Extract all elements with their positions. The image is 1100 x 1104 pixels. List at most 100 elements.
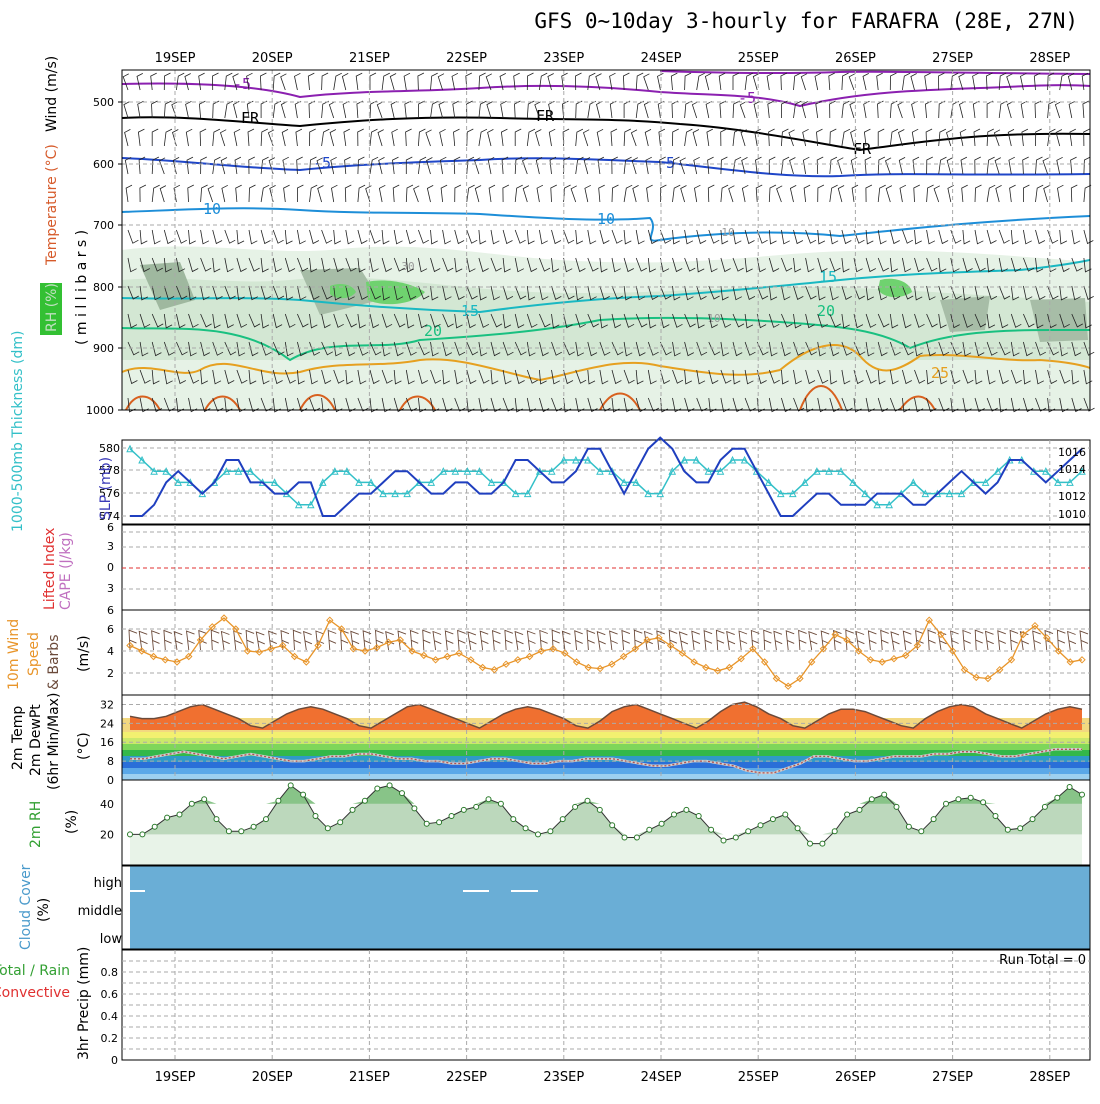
thickness-marker <box>499 478 508 486</box>
rh2m-marker <box>720 837 727 844</box>
upper-barb <box>599 229 610 245</box>
upper-barb <box>986 128 994 147</box>
wind10-marker <box>584 663 593 672</box>
upper-barb <box>1047 257 1057 273</box>
upper-barb <box>490 257 502 272</box>
upper-barb <box>570 185 577 203</box>
rh2m-marker <box>559 816 566 823</box>
upper-barb <box>926 285 936 301</box>
upper-barb <box>837 185 845 203</box>
thickness-marker <box>306 500 315 509</box>
upper-barb <box>357 285 368 300</box>
wind10-barb <box>1056 629 1066 651</box>
thickness-marker <box>740 455 749 464</box>
upper-barb <box>122 73 129 91</box>
upper-barb <box>1035 229 1046 245</box>
upper-barb <box>212 100 220 119</box>
upper-barb <box>418 128 426 147</box>
wind10-tick: 4 <box>107 645 114 658</box>
date-label: 25SEP <box>738 1070 779 1085</box>
wind10-barb <box>303 630 313 651</box>
upper-barb <box>817 285 826 301</box>
upper-barb <box>1023 229 1032 245</box>
upper-barb <box>442 341 452 357</box>
upper-barb <box>889 128 899 147</box>
wind10-barb <box>832 629 842 651</box>
upper-barb <box>805 229 817 244</box>
date-label: 22SEP <box>446 1070 487 1085</box>
rh2m-marker <box>225 828 232 835</box>
upper-barb <box>841 285 852 300</box>
date-label: 27SEP <box>932 51 973 66</box>
upper-barb <box>850 156 858 175</box>
upper-barb <box>635 313 648 328</box>
upper-barb <box>910 73 917 91</box>
upper-barb <box>1020 72 1027 91</box>
upper-barb <box>151 128 159 146</box>
upper-barb <box>430 100 439 119</box>
thickness-marker <box>270 478 279 486</box>
upper-barb <box>563 369 574 385</box>
upper-barb <box>623 341 633 357</box>
upper-barb <box>643 73 650 91</box>
upper-barb <box>381 341 391 357</box>
rh2m-marker <box>769 816 776 823</box>
upper-barb <box>284 369 296 384</box>
upper-barb <box>454 397 466 412</box>
upper-barb <box>500 100 507 119</box>
upper-barb <box>986 397 998 412</box>
upper-barb <box>720 313 732 328</box>
upper-barb <box>732 229 742 245</box>
upper-barb <box>185 100 192 119</box>
wind10-marker <box>185 652 193 661</box>
wind10-barb <box>621 629 631 651</box>
upper-barb <box>898 129 905 147</box>
upper-barb <box>720 369 732 384</box>
upper-barb <box>914 257 925 273</box>
upper-barb <box>961 184 968 203</box>
upper-barb <box>186 156 194 175</box>
upper-barb <box>768 128 775 147</box>
upper-barb <box>316 157 323 175</box>
contour-label: FR <box>241 109 260 127</box>
temp2m-tick: 8 <box>107 755 114 768</box>
upper-barb <box>1081 72 1089 91</box>
upper-barb <box>260 128 268 147</box>
upper-barb <box>430 313 441 328</box>
upper-barb <box>333 229 342 245</box>
precip-units-label: 3hr Precip (mm) <box>76 947 92 1060</box>
upper-barb <box>926 369 934 385</box>
upper-barb <box>1035 285 1046 300</box>
upper-barb <box>1023 184 1030 202</box>
upper-barb <box>889 257 898 273</box>
upper-barb <box>284 341 294 357</box>
upper-barb <box>212 369 222 385</box>
rh2m-marker <box>572 803 579 810</box>
upper-barb <box>938 341 950 356</box>
upper-barb <box>647 313 657 329</box>
upper-barb <box>345 369 354 385</box>
precip-tick: 0.6 <box>101 988 119 1001</box>
date-label: 26SEP <box>835 51 876 66</box>
upper-barb <box>898 157 906 175</box>
upper-barb <box>720 128 727 147</box>
upper-barb <box>793 313 802 329</box>
upper-barb <box>1023 341 1033 357</box>
upper-barb <box>841 369 851 385</box>
upper-barb <box>248 369 257 385</box>
upper-barb <box>478 257 489 273</box>
rh2m-marker <box>349 806 356 813</box>
wind10-barb <box>151 630 160 651</box>
thickness-marker <box>403 489 411 498</box>
upper-barb <box>913 184 920 203</box>
upper-barb <box>672 229 680 245</box>
upper-barb <box>248 229 258 245</box>
upper-barb <box>946 157 954 175</box>
wind10-marker <box>996 665 1004 674</box>
upper-barb <box>876 72 883 91</box>
wind10-barb <box>984 630 994 651</box>
upper-barb <box>381 285 390 301</box>
upper-barb <box>502 257 511 273</box>
upper-barb <box>974 313 987 328</box>
